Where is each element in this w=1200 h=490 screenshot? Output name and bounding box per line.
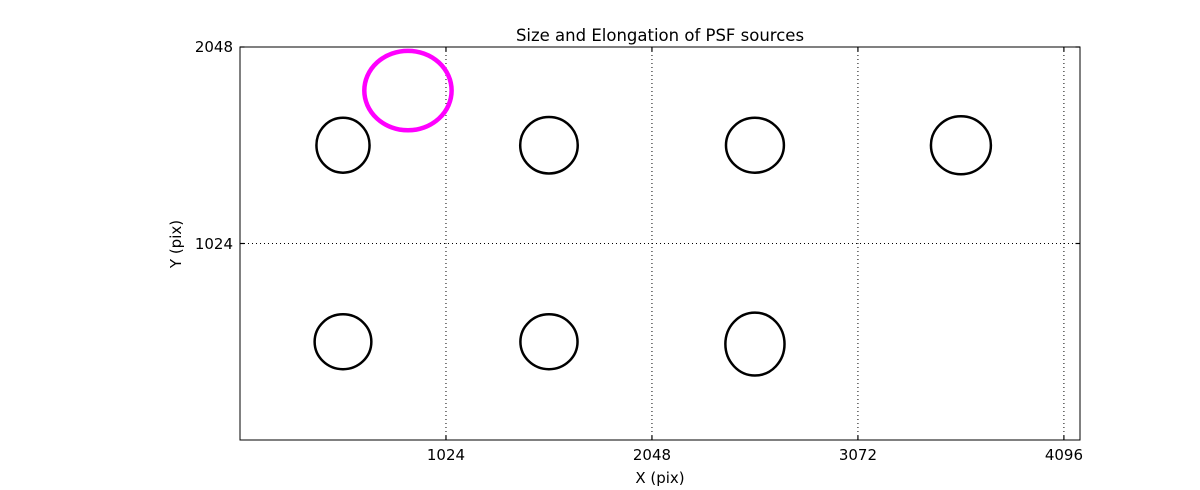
psf-source-ellipse bbox=[724, 116, 786, 174]
psf-source-ellipse bbox=[518, 115, 579, 175]
psf-source-ellipse bbox=[724, 311, 786, 377]
x-tick-label: 4096 bbox=[1044, 446, 1083, 464]
x-tick-label: 1024 bbox=[426, 446, 466, 464]
psf-source-ellipse bbox=[929, 115, 993, 176]
psf-source-ellipse bbox=[519, 313, 579, 371]
y-axis-label: Y (pix) bbox=[167, 219, 185, 269]
psf-source-ellipse bbox=[313, 313, 373, 371]
x-tick-label: 2048 bbox=[632, 446, 672, 464]
y-tick-label: 1024 bbox=[194, 234, 233, 253]
chart-title: Size and Elongation of PSF sources bbox=[515, 26, 805, 45]
highlighted-psf-source-ellipse bbox=[362, 48, 454, 133]
psf-source-ellipse bbox=[315, 116, 371, 174]
x-axis-label: X (pix) bbox=[635, 469, 685, 487]
y-tick-label: 2048 bbox=[194, 38, 233, 56]
x-tick-label: 3072 bbox=[838, 446, 878, 464]
